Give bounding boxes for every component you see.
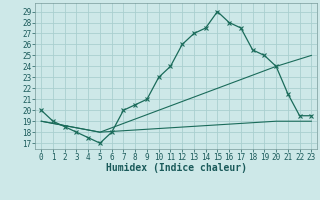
X-axis label: Humidex (Indice chaleur): Humidex (Indice chaleur) xyxy=(106,163,247,173)
